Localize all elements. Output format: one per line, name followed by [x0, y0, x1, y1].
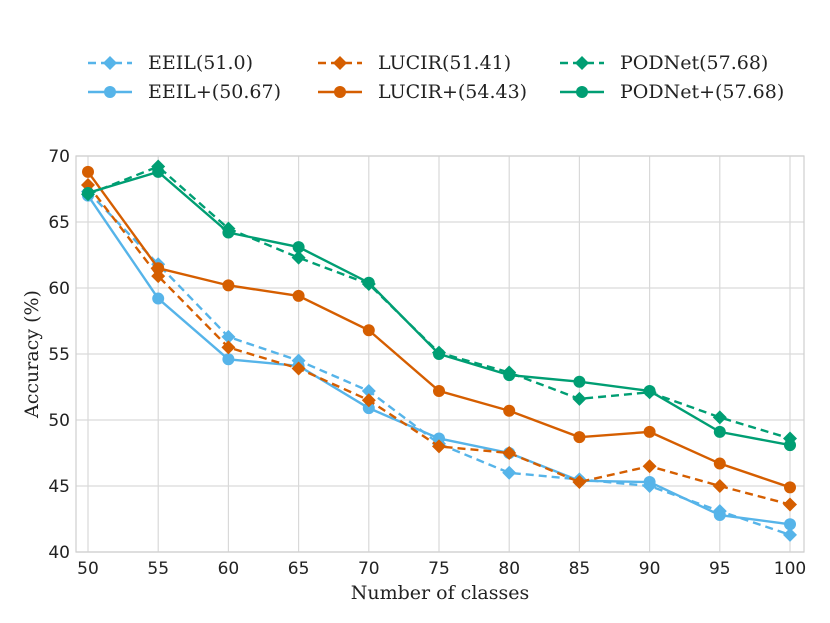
- data-point-diamond: [291, 361, 306, 376]
- data-point-circle: [643, 425, 656, 438]
- data-point-diamond: [783, 527, 797, 542]
- legend-item: LUCIR+(54.43): [318, 81, 527, 103]
- data-point-circle: [362, 402, 375, 415]
- data-point-diamond: [221, 329, 236, 344]
- series-group: [81, 159, 797, 542]
- legend-item: EEIL(51.0): [88, 52, 253, 74]
- data-point-diamond: [572, 391, 587, 406]
- x-axis-ticks: 50 55 60 65 70 75 80 85 90 95 100: [77, 559, 806, 579]
- data-point-circle: [82, 165, 94, 178]
- data-point-circle: [503, 369, 516, 382]
- legend-label: PODNet+(57.68): [620, 81, 784, 103]
- series-podnet-plus: [82, 165, 796, 452]
- data-point-diamond: [783, 497, 797, 512]
- data-point-circle: [222, 279, 235, 292]
- legend-item: PODNet+(57.68): [560, 81, 784, 103]
- data-point-circle: [334, 86, 346, 98]
- data-point-circle: [292, 289, 305, 302]
- x-tick-label: 85: [569, 559, 591, 579]
- data-point-diamond: [291, 250, 306, 265]
- legend-item: LUCIR(51.41): [318, 52, 511, 74]
- y-tick-label: 40: [48, 543, 70, 563]
- y-tick-label: 65: [48, 213, 70, 233]
- x-tick-label: 100: [774, 559, 806, 579]
- data-point-diamond: [712, 479, 727, 493]
- data-point-circle: [713, 425, 726, 438]
- data-point-diamond: [502, 465, 517, 480]
- data-point-circle: [573, 375, 586, 388]
- y-tick-label: 55: [48, 345, 70, 365]
- x-tick-label: 80: [498, 559, 520, 579]
- legend: EEIL(51.0) EEIL+(50.67) LUCIR(51.41) LUCIR+…: [88, 52, 784, 103]
- x-tick-label: 65: [288, 559, 310, 579]
- data-point-circle: [104, 86, 116, 98]
- y-tick-label: 60: [48, 279, 70, 299]
- series-eeil-plus: [82, 189, 796, 531]
- data-point-circle: [433, 384, 445, 397]
- x-axis-label: Number of classes: [351, 582, 529, 604]
- y-tick-label: 70: [48, 147, 70, 167]
- data-point-circle: [643, 476, 656, 489]
- legend-label: LUCIR+(54.43): [378, 81, 527, 103]
- data-point-circle: [503, 404, 516, 417]
- x-tick-label: 95: [709, 559, 731, 579]
- data-point-circle: [152, 292, 165, 305]
- data-point-diamond: [502, 446, 517, 460]
- data-point-circle: [713, 457, 726, 470]
- data-point-circle: [576, 86, 588, 98]
- data-point-diamond: [575, 56, 589, 70]
- y-tick-label: 45: [48, 477, 70, 497]
- series-lucir-plus: [82, 165, 796, 494]
- x-tick-label: 50: [77, 559, 99, 579]
- x-tick-label: 55: [147, 559, 169, 579]
- data-point-diamond: [361, 393, 376, 408]
- data-point-circle: [643, 384, 656, 397]
- x-tick-label: 90: [639, 559, 661, 579]
- data-point-circle: [292, 241, 305, 254]
- legend-item: PODNet(57.68): [560, 52, 768, 74]
- data-point-diamond: [712, 410, 727, 425]
- legend-label: LUCIR(51.41): [378, 52, 511, 74]
- data-point-circle: [433, 348, 445, 360]
- legend-label: EEIL+(50.67): [148, 81, 281, 103]
- legend-item: EEIL+(50.67): [88, 81, 281, 103]
- data-point-diamond: [642, 459, 657, 474]
- data-point-diamond: [221, 340, 236, 355]
- data-point-circle: [222, 226, 235, 239]
- y-axis-ticks: 40 45 50 55 60 65 70: [48, 147, 70, 563]
- data-point-circle: [222, 353, 235, 366]
- data-point-circle: [362, 324, 375, 337]
- plot-frame: [75, 155, 805, 553]
- series-lucir: [81, 178, 797, 512]
- data-point-circle: [362, 276, 375, 289]
- legend-label: EEIL(51.0): [148, 52, 253, 74]
- x-tick-label: 75: [428, 559, 450, 579]
- data-point-diamond: [432, 439, 446, 454]
- y-axis-label: Accuracy (%): [21, 290, 43, 419]
- data-point-diamond: [572, 475, 587, 490]
- data-point-circle: [784, 518, 796, 531]
- data-point-circle: [784, 439, 796, 452]
- data-point-circle: [152, 165, 165, 178]
- data-point-circle: [784, 481, 796, 494]
- data-point-circle: [573, 431, 586, 444]
- data-point-diamond: [103, 56, 117, 70]
- legend-label: PODNet(57.68): [620, 52, 768, 74]
- data-point-circle: [433, 432, 445, 445]
- x-tick-label: 60: [218, 559, 240, 579]
- y-tick-label: 50: [48, 411, 70, 431]
- data-point-diamond: [361, 383, 376, 398]
- data-point-diamond: [333, 56, 347, 70]
- data-point-circle: [713, 509, 726, 522]
- x-tick-label: 70: [358, 559, 380, 579]
- data-point-circle: [82, 186, 94, 199]
- data-point-circle: [152, 262, 165, 275]
